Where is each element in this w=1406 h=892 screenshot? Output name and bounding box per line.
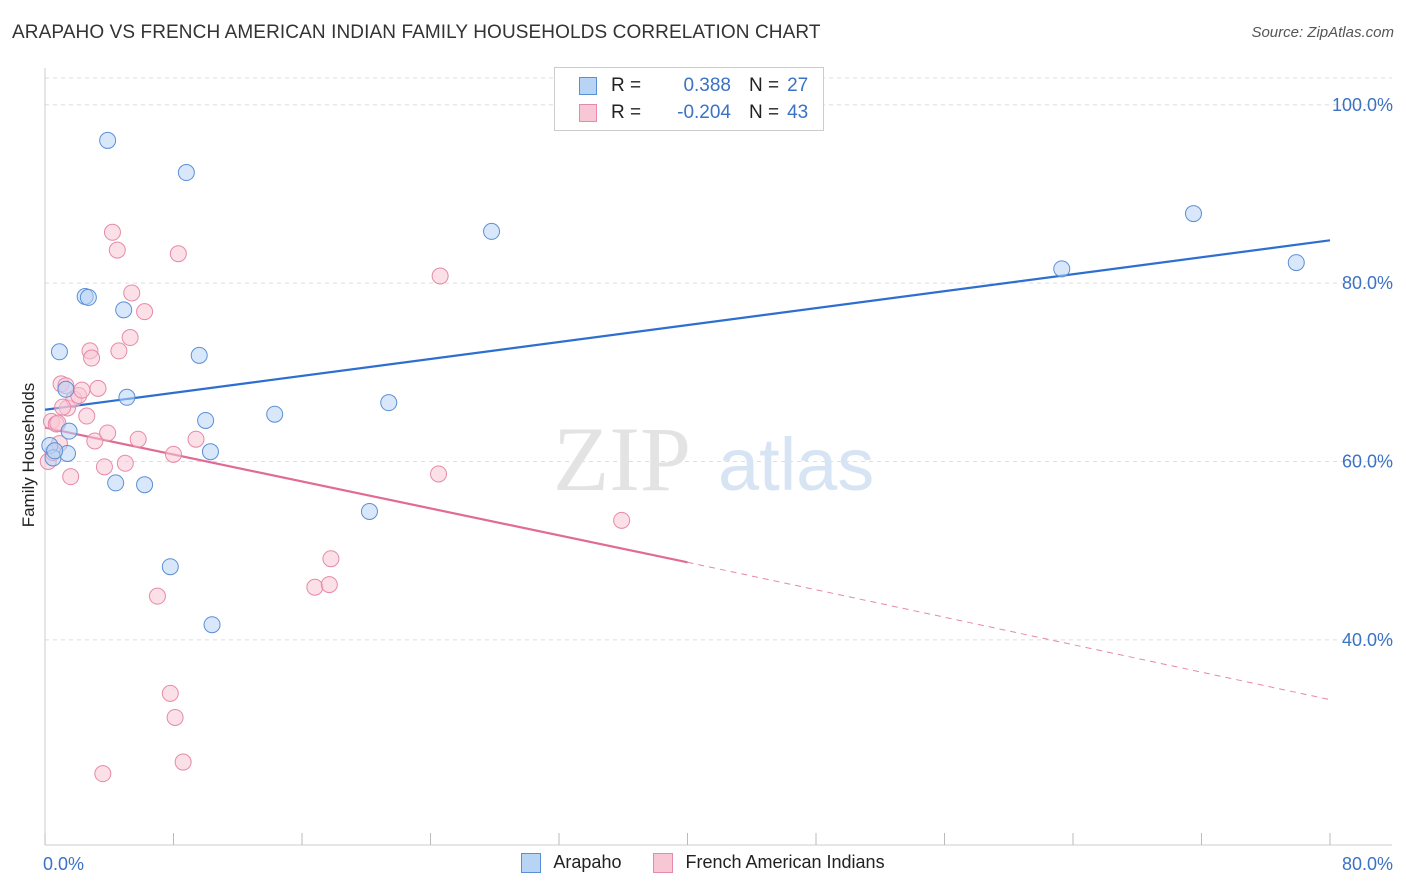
point-french [322, 550, 340, 568]
point-french [83, 349, 101, 367]
watermark-zip: ZIP [553, 408, 691, 510]
series-label-french: French American Indians [685, 852, 885, 872]
point-french [430, 465, 448, 483]
point-french [103, 223, 121, 241]
point-french [73, 381, 91, 399]
legend-row-french: R = -0.204 N = 43 [579, 101, 808, 125]
point-arapaho [60, 422, 78, 440]
legend-n-value: 43 [787, 102, 809, 123]
point-arapaho [1053, 260, 1071, 278]
point-french [431, 267, 449, 285]
series-legend-french: French American Indians [653, 852, 885, 873]
grid-layer [45, 77, 1392, 641]
point-arapaho [190, 346, 208, 364]
point-arapaho [266, 405, 284, 423]
point-french [129, 430, 147, 448]
point-arapaho [46, 442, 64, 460]
point-arapaho [360, 502, 378, 520]
point-arapaho [79, 288, 97, 306]
point-french [54, 398, 72, 416]
point-french [108, 241, 126, 259]
point-french [116, 454, 134, 472]
point-arapaho [115, 301, 133, 319]
point-french [148, 587, 166, 605]
legend-r-value: -0.204 [677, 102, 731, 123]
point-french [121, 329, 139, 347]
point-french [161, 684, 179, 702]
y-tick-label: 60.0% [1342, 452, 1393, 472]
point-arapaho [118, 388, 136, 406]
source-label: Source: ZipAtlas.com [1251, 24, 1394, 41]
point-arapaho [1287, 254, 1305, 272]
legend-r-value: 0.388 [683, 75, 731, 96]
point-french [94, 765, 112, 783]
watermark: ZIP atlas [553, 408, 874, 510]
series-legend-arapaho: Arapaho [521, 852, 621, 873]
y-tick-label: 40.0% [1342, 630, 1393, 650]
chart-title: ARAPAHO VS FRENCH AMERICAN INDIAN FAMILY… [12, 22, 821, 43]
point-arapaho [136, 476, 154, 494]
trend-line-arapaho [44, 239, 1331, 411]
legend-swatch-french [579, 104, 597, 122]
series-label-arapaho: Arapaho [553, 852, 622, 872]
point-arapaho [203, 616, 221, 634]
point-french [123, 284, 141, 302]
point-arapaho [201, 443, 219, 461]
trend-line-french [44, 426, 688, 564]
point-french [169, 245, 187, 263]
legend-n-label: N = [749, 75, 780, 96]
y-tick-label: 100.0% [1332, 95, 1393, 115]
point-french [95, 458, 113, 476]
y-axis-label: Family Households [19, 382, 38, 528]
point-arapaho [107, 474, 125, 492]
point-arapaho [197, 411, 215, 429]
trend-layer [44, 239, 1331, 701]
point-arapaho [50, 343, 68, 361]
point-french [136, 303, 154, 321]
legend-n-value: 27 [787, 75, 809, 96]
point-french [86, 432, 104, 450]
ticklabel-layer: 100.0% 80.0% 60.0% 40.0% 0.0% 80.0% [43, 95, 1393, 874]
point-arapaho [1184, 205, 1202, 223]
point-french [306, 578, 324, 596]
point-arapaho [99, 131, 117, 149]
point-arapaho [57, 380, 75, 398]
series-legend: Arapaho French American Indians [0, 852, 1406, 873]
point-french [613, 511, 631, 529]
legend-r-label: R = [611, 75, 642, 96]
series-swatch-french [653, 852, 674, 873]
point-arapaho [177, 164, 195, 182]
point-arapaho [483, 222, 501, 240]
trend-line-french-extrapolated [687, 561, 1331, 701]
x-tick-label: 0.0% [43, 854, 84, 874]
point-french [89, 379, 107, 397]
point-arapaho [380, 394, 398, 412]
legend-n-label: N = [749, 102, 780, 123]
y-tick-label: 80.0% [1342, 273, 1393, 293]
points-layer [39, 131, 1305, 783]
watermark-atlas: atlas [718, 423, 874, 506]
point-french [110, 342, 128, 360]
point-french [320, 576, 338, 594]
point-french [165, 445, 182, 463]
legend-r-label: R = [611, 102, 642, 123]
point-french [78, 407, 96, 425]
point-french [166, 708, 184, 726]
point-arapaho [161, 558, 179, 576]
point-french [99, 424, 117, 442]
legend-row-arapaho: R = 0.388 N = 27 [579, 74, 808, 98]
point-french [187, 430, 205, 448]
series-swatch-arapaho [521, 852, 542, 873]
legend-swatch-arapaho [579, 77, 597, 95]
point-french [174, 753, 192, 771]
point-french [62, 468, 80, 486]
x-tick-label: 80.0% [1342, 854, 1393, 874]
correlation-legend: R = 0.388 N = 27 R = -0.204 N = 43 [554, 67, 824, 131]
